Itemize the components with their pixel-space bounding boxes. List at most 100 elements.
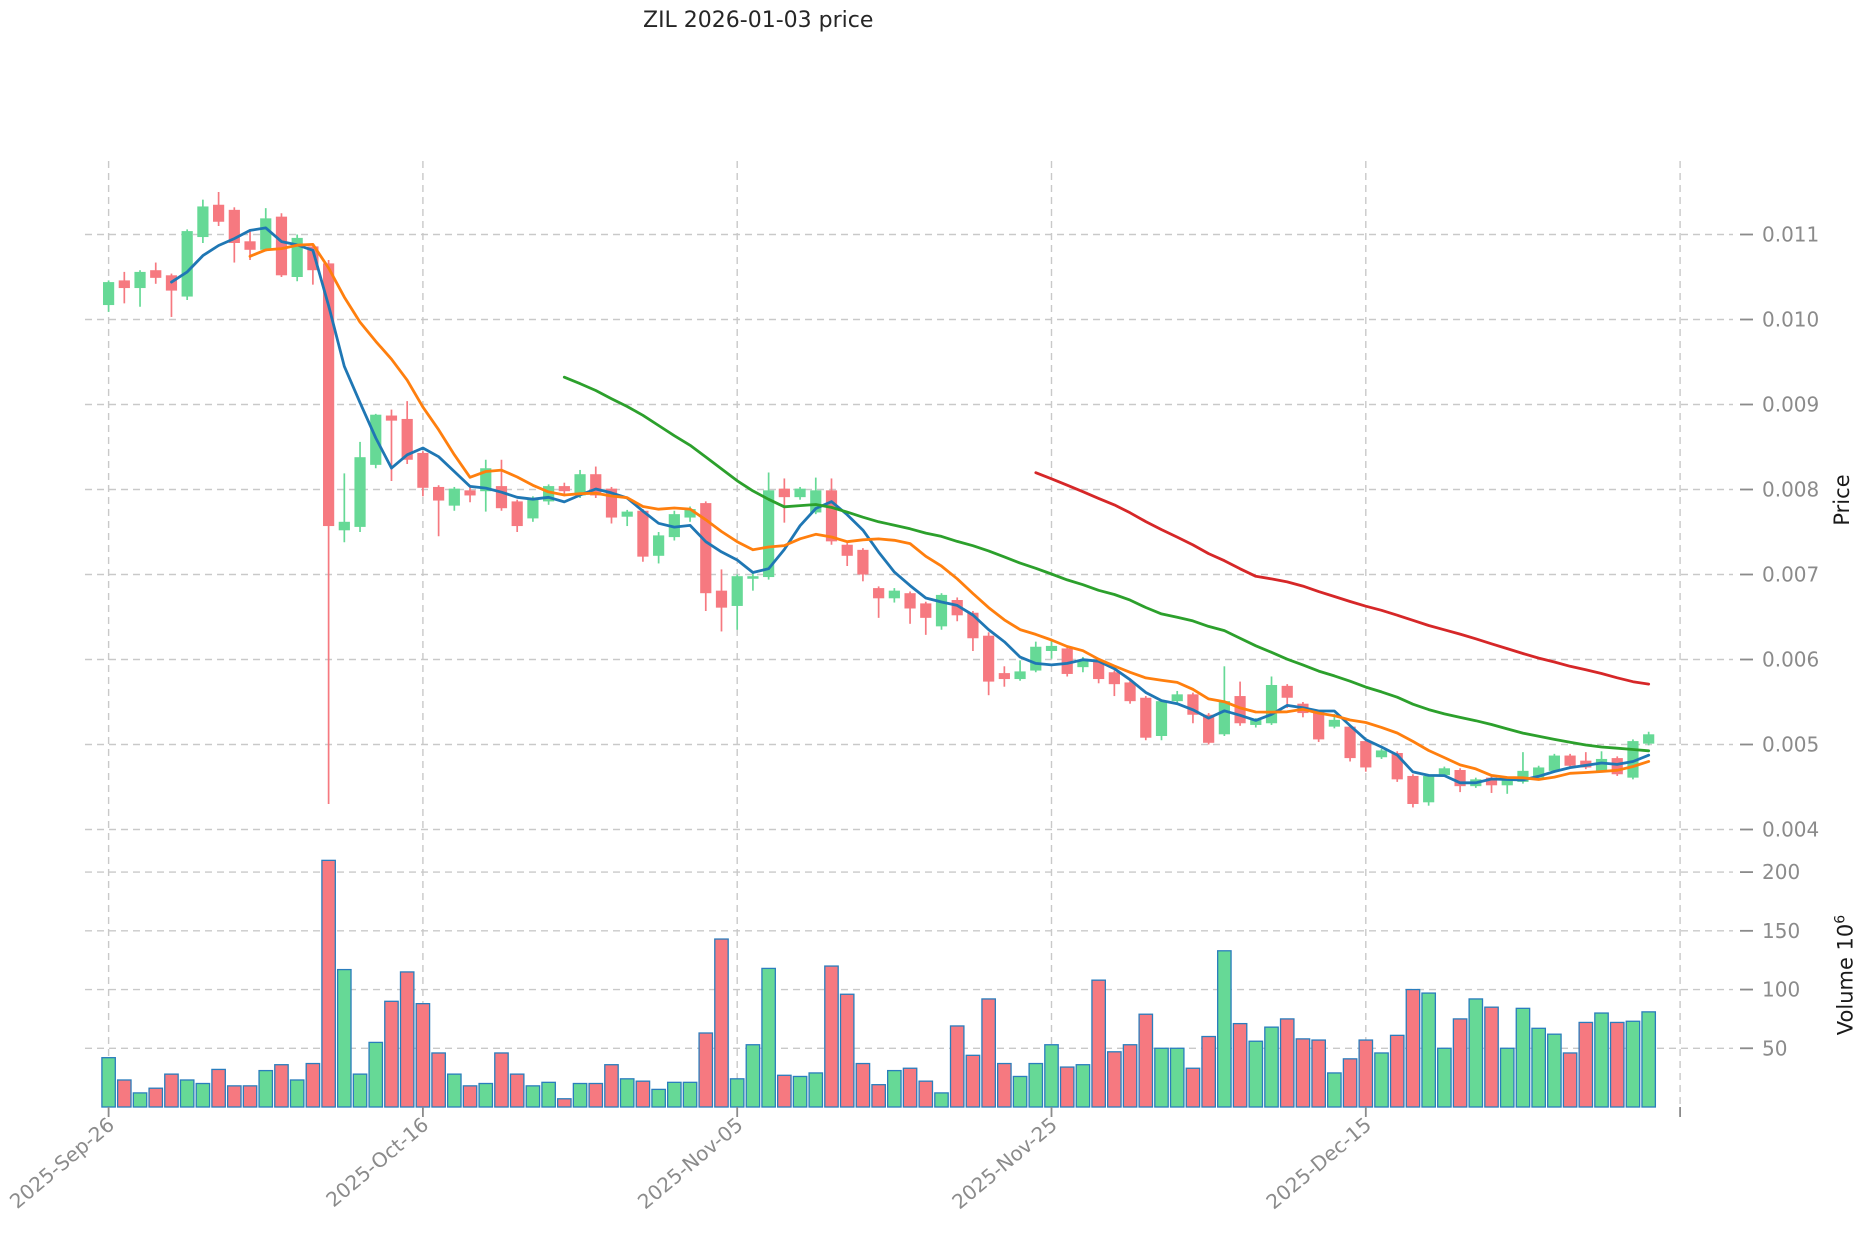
volume-bar [588, 1082, 604, 1108]
volume-bar [572, 1082, 588, 1108]
volume-bar [666, 1081, 682, 1108]
candle-body [778, 488, 790, 498]
candle-body [1234, 696, 1246, 724]
candle-body [998, 673, 1010, 680]
candle [1030, 641, 1042, 673]
candle [825, 478, 838, 545]
volume-bar [1295, 1038, 1311, 1108]
volume-bar [368, 1041, 384, 1108]
candle [1124, 680, 1136, 704]
candle [260, 208, 272, 252]
candle-body [967, 612, 979, 639]
candle [920, 601, 932, 635]
candle [731, 574, 743, 630]
candle-body [684, 509, 696, 518]
candle [354, 441, 366, 532]
volume-bar [1437, 1047, 1452, 1108]
volume-bar [1107, 1051, 1122, 1108]
candle [1155, 699, 1168, 741]
candle-body [150, 270, 162, 278]
candle [715, 569, 728, 632]
candle [213, 192, 225, 226]
volume-bar [446, 1073, 462, 1108]
candle-body [935, 594, 948, 627]
candle-body [464, 490, 476, 496]
volume-bar [824, 965, 839, 1108]
volume-bar [1562, 1052, 1578, 1108]
candle [1281, 684, 1293, 708]
candle-body [810, 490, 822, 513]
candle-body [307, 246, 319, 271]
volume-bar [1122, 1044, 1138, 1108]
candle-body [1108, 672, 1120, 685]
chart-title: ZIL 2026-01-03 price [643, 8, 874, 33]
candle [338, 473, 350, 543]
candle-body [920, 603, 932, 618]
candle-body [731, 576, 743, 606]
candle-body [1423, 775, 1435, 803]
volume-bar [997, 1062, 1012, 1108]
volume-bar [619, 1078, 635, 1108]
volume-bar [556, 1098, 572, 1108]
candle [118, 271, 130, 304]
candle-body [1501, 778, 1513, 786]
candle [1423, 774, 1435, 806]
candle [841, 543, 853, 566]
candle-body [873, 588, 885, 599]
volume-bar [274, 1064, 289, 1108]
price-tick-label: 0.008 [1762, 478, 1819, 502]
candle [1187, 692, 1199, 724]
volume-bars [101, 859, 1657, 1108]
volume-bar [1279, 1018, 1295, 1108]
volume-bar [1358, 1039, 1374, 1108]
candle-body [1391, 753, 1403, 780]
volume-bar [384, 1000, 399, 1108]
candle [291, 234, 303, 282]
candle-body [260, 218, 272, 250]
volume-bar [871, 1084, 886, 1108]
volume-bar [682, 1081, 698, 1108]
candle-body [323, 263, 335, 527]
candle [1360, 739, 1372, 772]
volume-axis-ticks: 50 100 150 200 [1740, 860, 1800, 1060]
candle [181, 229, 193, 300]
candle-body [354, 457, 366, 527]
candle-body [1045, 645, 1058, 651]
candle [323, 260, 335, 804]
candle-body [1533, 767, 1545, 778]
candle-body [637, 510, 649, 557]
candle-body [480, 468, 492, 492]
candle-body [1643, 734, 1655, 744]
candle-body [134, 271, 146, 289]
volume-bar [211, 1068, 226, 1108]
volume-bar [541, 1081, 556, 1108]
candle-body [1595, 758, 1608, 771]
candle [370, 413, 382, 469]
gridlines [85, 161, 1733, 1107]
candle-body [825, 490, 838, 542]
candle-body [574, 474, 586, 496]
candle-body [904, 593, 916, 609]
volume-bar [1452, 1018, 1468, 1108]
volume-bar [1405, 988, 1421, 1108]
candle-body [103, 282, 115, 306]
candle-body [747, 576, 759, 579]
candle-body [715, 590, 728, 608]
date-tick-label: 2025-Sep-26 [5, 1112, 119, 1213]
candle [1564, 753, 1576, 768]
candle-body [448, 488, 460, 506]
volume-bar [336, 968, 352, 1108]
candle-body [1155, 701, 1168, 736]
candle-body [244, 241, 256, 250]
volume-bar [934, 1092, 949, 1108]
candle-body [1627, 741, 1639, 778]
candle [1061, 646, 1073, 677]
candle [197, 199, 209, 243]
volume-bar [1531, 1027, 1547, 1108]
candle-body [1061, 648, 1073, 674]
candle-body [495, 486, 508, 509]
candle [951, 597, 963, 622]
candle [888, 588, 900, 603]
x-axis-ticks: 2025-Sep-26 2025-Oct-16 2025-Nov-05 2025-No… [5, 1107, 1681, 1214]
volume-bar [1609, 1021, 1625, 1108]
